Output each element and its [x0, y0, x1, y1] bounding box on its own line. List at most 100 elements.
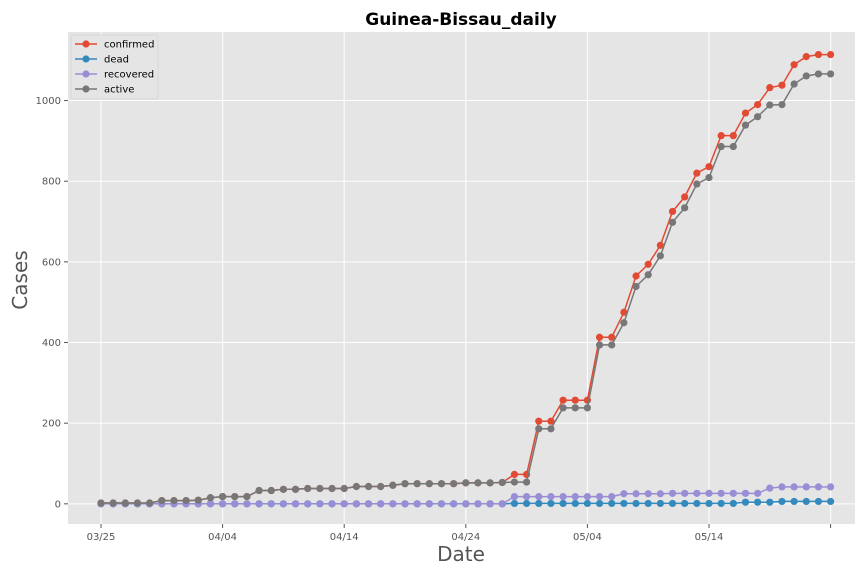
legend-label-dead: dead [104, 55, 129, 66]
y-axis-label: Cases [8, 250, 32, 309]
data-point-dead [754, 498, 762, 506]
data-point-recovered [425, 500, 433, 508]
data-point-active [121, 499, 129, 507]
data-point-active [182, 497, 190, 505]
data-point-active [741, 121, 750, 129]
y-tick-label: 0 [55, 499, 61, 510]
data-point-recovered [608, 492, 616, 501]
data-point-recovered [450, 500, 458, 508]
chart-title: Guinea-Bissau_daily [365, 10, 557, 30]
data-point-confirmed [717, 132, 725, 140]
x-tick-label: 03/25 [87, 532, 116, 543]
data-point-dead [681, 499, 689, 508]
data-point-recovered [644, 490, 652, 498]
data-point-active [632, 282, 640, 291]
data-point-dead [559, 499, 567, 508]
data-point-dead [523, 499, 531, 508]
data-point-recovered [462, 500, 470, 508]
data-point-recovered [510, 492, 519, 501]
data-point-recovered [754, 489, 762, 497]
data-point-active [571, 404, 579, 412]
legend-marker-recovered [82, 70, 90, 78]
data-point-active [413, 480, 421, 488]
data-point-recovered [729, 489, 737, 497]
data-point-active [693, 180, 701, 188]
data-point-active [170, 497, 178, 505]
grid [68, 32, 855, 524]
data-point-active [681, 204, 689, 212]
data-point-confirmed [571, 396, 579, 404]
data-point-recovered [340, 500, 348, 508]
data-point-active [559, 404, 567, 412]
data-point-confirmed [729, 132, 737, 140]
data-point-active [668, 218, 677, 226]
data-point-recovered [705, 489, 713, 497]
data-point-active [206, 494, 215, 502]
data-point-dead [814, 497, 823, 506]
x-tick-label: 04/24 [451, 532, 480, 543]
x-tick-label: 05/04 [573, 532, 602, 543]
data-point-recovered [559, 492, 567, 501]
data-point-active [535, 425, 543, 433]
data-point-confirmed [827, 50, 835, 59]
data-point-dead [571, 499, 579, 508]
data-point-active [827, 70, 835, 78]
data-point-dead [656, 499, 664, 508]
y-tick-label: 1000 [36, 96, 61, 107]
data-point-recovered [583, 492, 592, 501]
data-point-confirmed [644, 260, 652, 268]
data-point-recovered [316, 500, 324, 508]
data-point-dead [535, 499, 543, 508]
y-tick-label: 400 [42, 338, 61, 349]
data-point-recovered [291, 500, 300, 508]
data-point-active [523, 478, 531, 486]
data-point-active [194, 496, 202, 504]
data-point-active [766, 101, 774, 109]
data-point-recovered [802, 483, 810, 491]
data-point-dead [790, 497, 798, 506]
data-point-recovered [279, 500, 287, 508]
data-point-recovered [231, 500, 239, 508]
data-point-active [620, 319, 628, 327]
x-tick-label: 04/14 [330, 532, 359, 543]
data-point-recovered [741, 489, 750, 497]
series-active [97, 70, 835, 507]
data-point-recovered [778, 483, 786, 491]
data-point-active [510, 478, 519, 486]
data-point-active [814, 70, 823, 78]
data-point-dead [620, 499, 628, 508]
data-point-dead [583, 499, 592, 508]
data-point-dead [595, 499, 604, 508]
data-point-confirmed [656, 241, 664, 249]
x-tick-label: 04/04 [208, 532, 237, 543]
data-point-active [97, 499, 105, 507]
data-point-recovered [535, 492, 543, 501]
data-point-recovered [547, 492, 555, 501]
data-point-active [316, 484, 324, 493]
data-point-dead [717, 499, 725, 508]
data-point-active [231, 492, 239, 501]
data-point-recovered [766, 484, 774, 492]
legend: confirmed dead recovered active [70, 34, 159, 100]
data-point-active [401, 480, 409, 488]
data-point-active [377, 482, 385, 491]
data-point-active [340, 484, 348, 493]
data-point-active [595, 341, 604, 349]
data-point-confirmed [802, 53, 810, 61]
data-point-dead [827, 497, 835, 506]
data-point-active [583, 404, 592, 412]
ticks: 0 200 400 600 800 1000 03/25 04/04 04/14 04/24 05/… [36, 96, 832, 543]
data-point-confirmed [559, 396, 567, 404]
data-point-recovered [352, 500, 360, 508]
data-point-confirmed [778, 81, 786, 89]
data-point-recovered [267, 500, 275, 508]
data-point-recovered [401, 500, 409, 508]
data-point-active [729, 142, 737, 151]
data-point-active [754, 113, 762, 121]
data-point-confirmed [754, 100, 762, 109]
data-point-recovered [304, 500, 312, 508]
data-point-dead [608, 499, 616, 508]
data-point-active [109, 499, 117, 507]
data-point-confirmed [681, 193, 689, 201]
data-point-active [474, 479, 482, 487]
